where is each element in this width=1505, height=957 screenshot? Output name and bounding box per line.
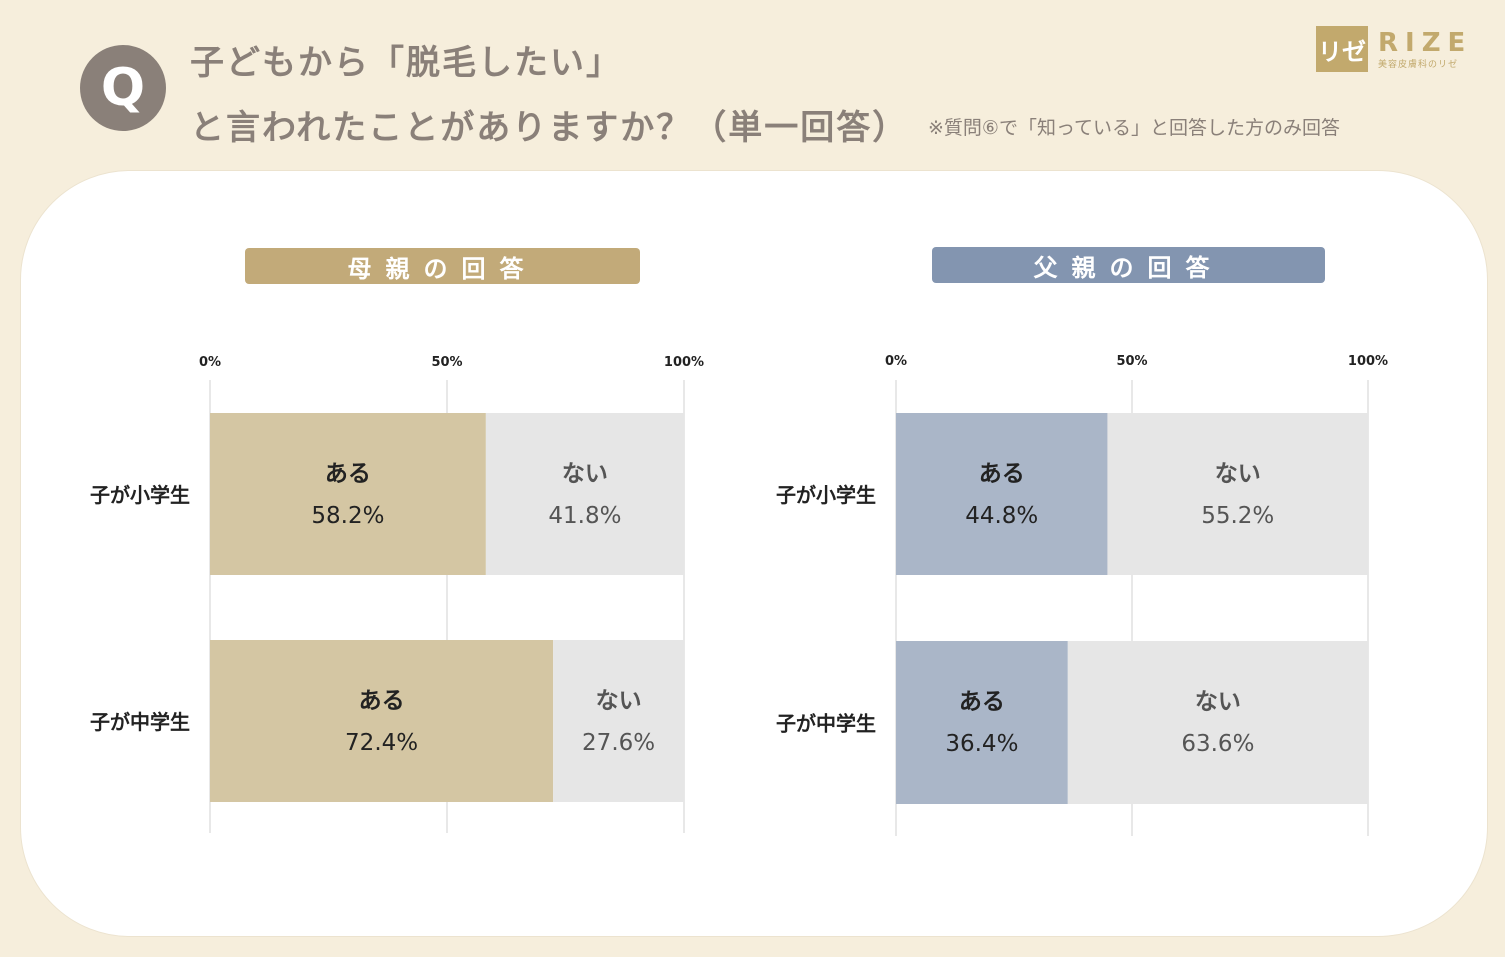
father-bar-2-series-2	[1067, 641, 1368, 804]
mother-bar-1-series-1	[210, 413, 486, 575]
mother-bar-value-1-1: 58.2%	[311, 503, 384, 529]
question-badge: Q	[80, 45, 166, 131]
father-tick-label-3: 100%	[1348, 354, 1388, 369]
father-bar-label-1-2: ない	[1215, 461, 1261, 487]
respondent-note: ※質問⑥で「知っている」と回答した方のみ回答	[928, 117, 1341, 139]
mother-tick-label-1: 0%	[199, 355, 221, 370]
father-bar-2-series-1	[896, 641, 1068, 804]
brand-logo: リゼ RIZE 美容皮膚科のリゼ	[1316, 26, 1472, 72]
mother-category-label-1: 子が小学生	[90, 483, 190, 507]
father-bar-label-1-1: ある	[979, 461, 1025, 487]
mother-panel-title: 母親の回答	[245, 248, 640, 284]
father-bar-value-2-1: 36.4%	[945, 731, 1018, 757]
mother-bar-value-2-2: 27.6%	[582, 730, 655, 756]
logo-subtitle: 美容皮膚科のリゼ	[1378, 59, 1459, 70]
mother-bar-2-series-1	[210, 640, 554, 802]
logo-mark: リゼ	[1316, 26, 1368, 72]
father-bar-label-2-1: ある	[959, 689, 1005, 715]
father-bar-label-2-2: ない	[1195, 689, 1241, 715]
mother-bar-value-1-2: 41.8%	[548, 503, 621, 529]
logo-word: RIZE	[1378, 27, 1473, 58]
mother-bar-label-1-2: ない	[562, 461, 608, 487]
father-bar-1-series-2	[1107, 413, 1368, 575]
father-category-label-1: 子が小学生	[776, 483, 876, 507]
father-bar-value-2-2: 63.6%	[1181, 731, 1254, 757]
mother-bar-label-2-2: ない	[596, 688, 642, 714]
father-tick-label-2: 50%	[1116, 354, 1147, 369]
father-bar-1-series-1	[896, 413, 1108, 575]
mother-bar-2-series-2	[553, 640, 684, 802]
mother-bar-1-series-2	[485, 413, 684, 575]
father-panel-title: 父親の回答	[932, 247, 1325, 283]
father-bar-value-1-2: 55.2%	[1201, 503, 1274, 529]
mother-bar-value-2-1: 72.4%	[345, 730, 418, 756]
mother-category-label-2: 子が中学生	[90, 710, 190, 734]
father-category-label-2: 子が中学生	[776, 712, 876, 736]
father-bar-value-1-1: 44.8%	[965, 503, 1038, 529]
mother-bar-label-2-1: ある	[359, 688, 405, 714]
father-tick-label-1: 0%	[885, 354, 907, 369]
mother-bar-label-1-1: ある	[325, 461, 371, 487]
question-title-line1: 子どもから「脱毛したい」	[190, 43, 622, 83]
mother-tick-label-2: 50%	[431, 355, 462, 370]
mother-tick-label-3: 100%	[664, 355, 704, 370]
question-title-line2: と言われたことがありますか？（単一回答）	[190, 108, 909, 148]
